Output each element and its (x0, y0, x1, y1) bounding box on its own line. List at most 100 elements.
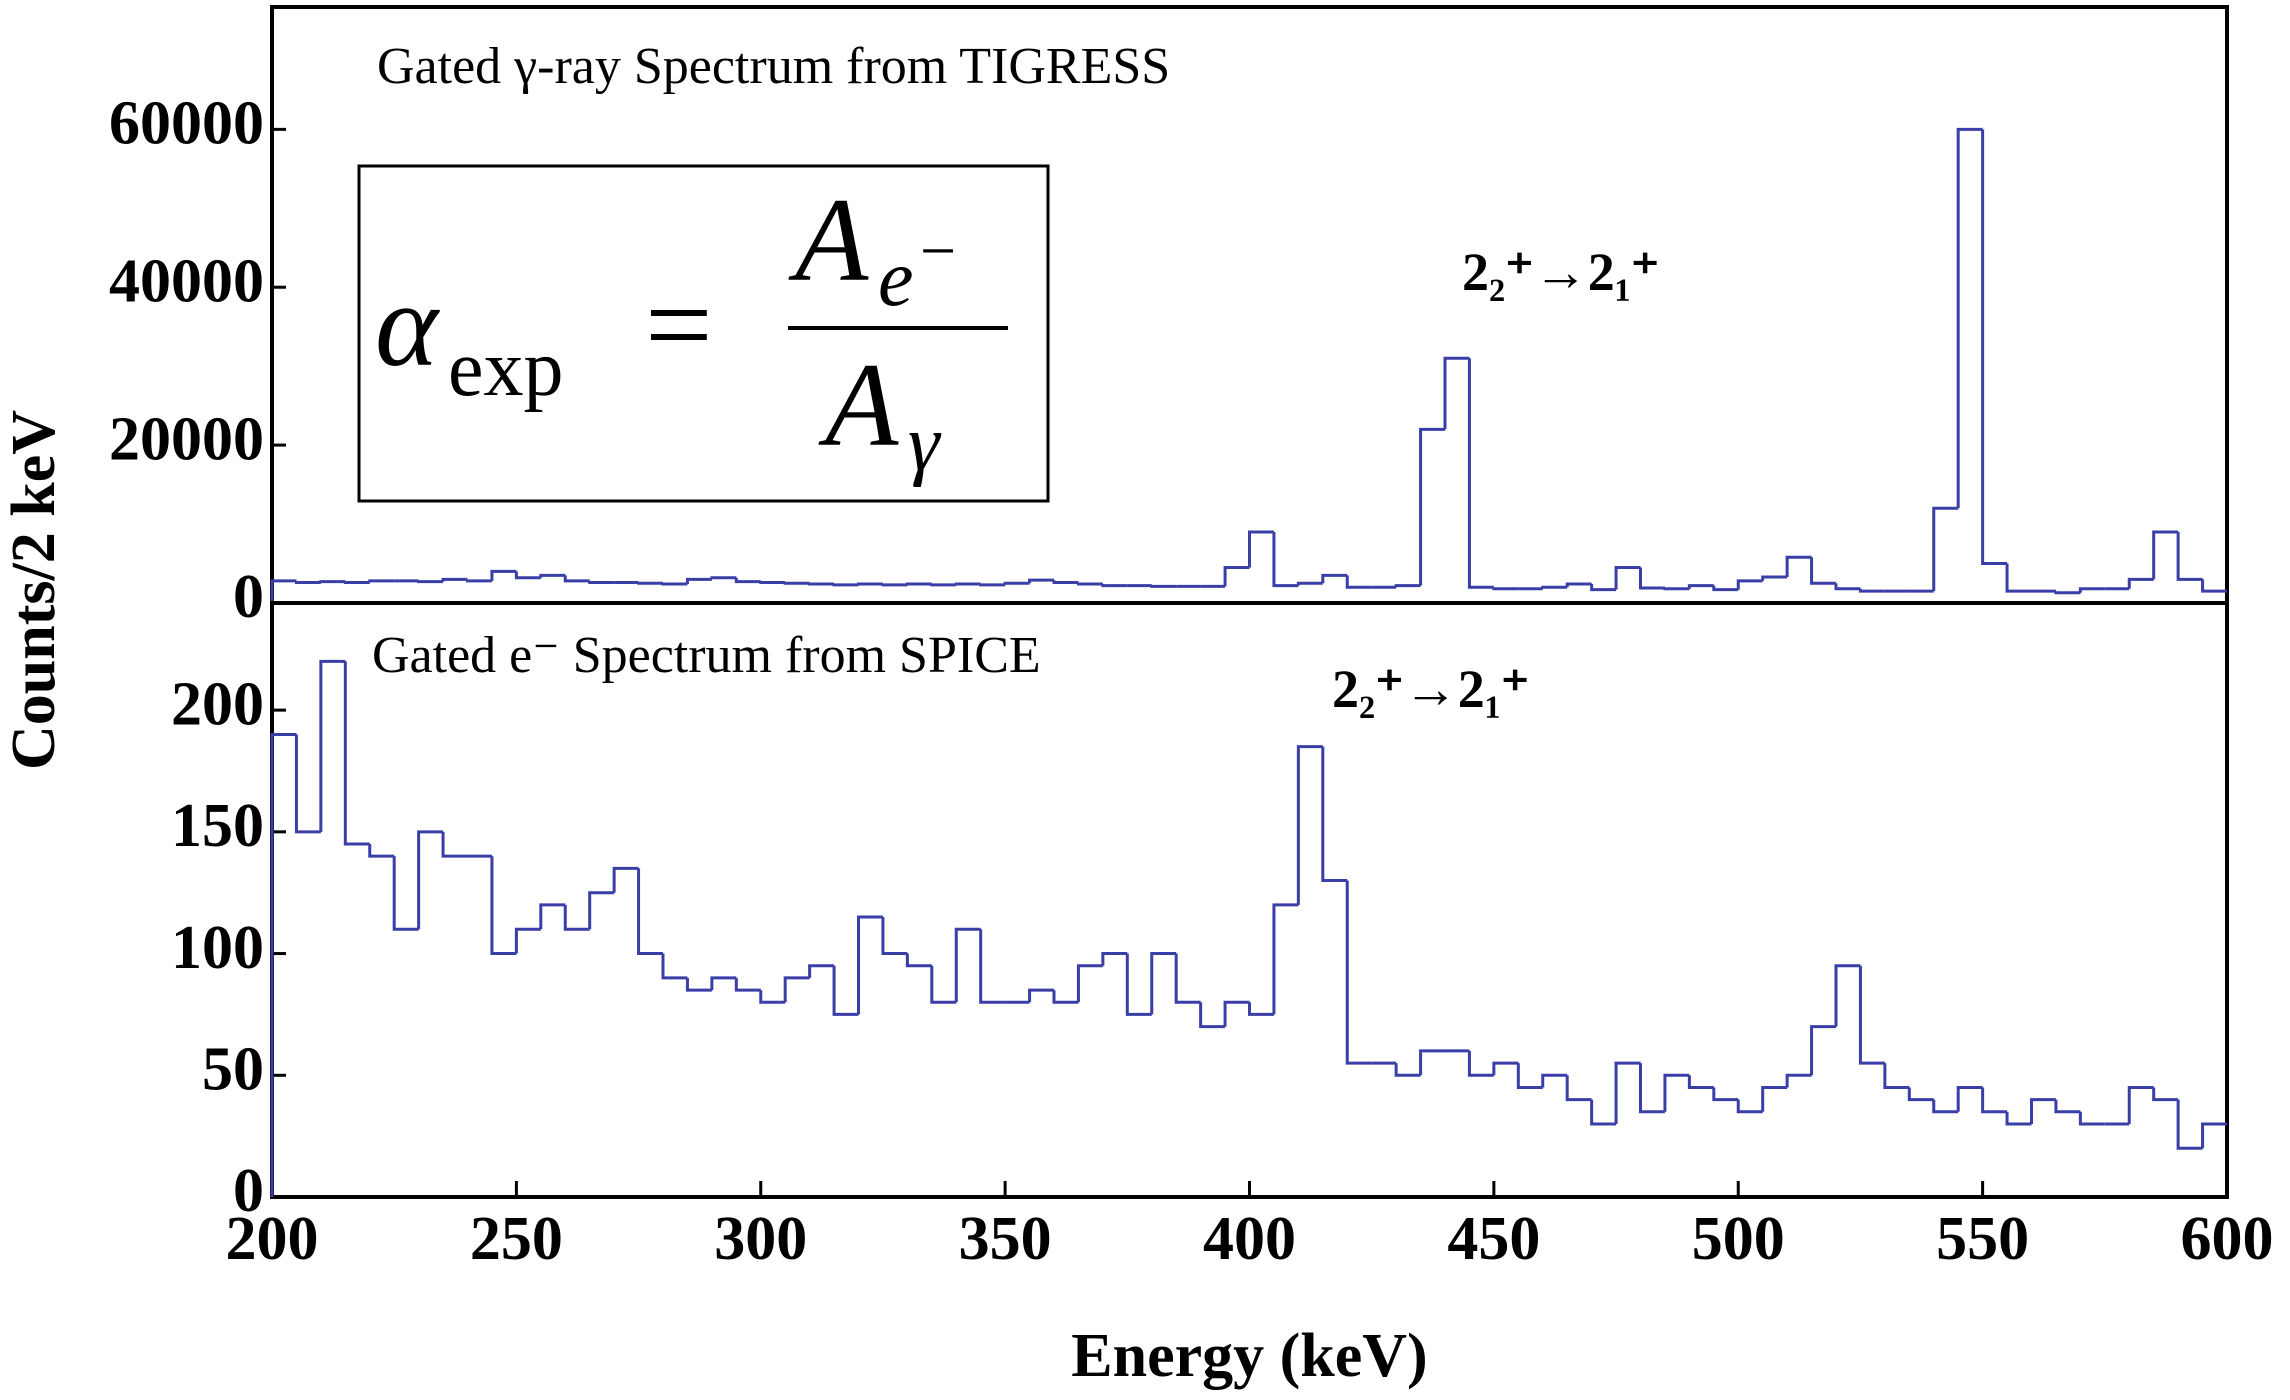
formula-numerator: A (788, 173, 869, 306)
histogram-step (685, 977, 712, 992)
histogram-step (1052, 990, 1079, 1004)
histogram-step (417, 580, 444, 584)
histogram-step (1321, 573, 1348, 584)
histogram-step (1687, 1075, 1714, 1089)
histogram-step (343, 661, 370, 846)
histogram-step (270, 732, 297, 1197)
histogram-step (832, 965, 859, 1016)
y-tick-label: 50 (202, 1036, 264, 1104)
y-tick-label: 20000 (109, 405, 264, 473)
histogram-step (1883, 1063, 1910, 1089)
x-tick-label: 500 (1692, 1205, 1785, 1273)
histogram-step (1296, 581, 1323, 586)
histogram-step (1125, 953, 1152, 1016)
histogram-step (1345, 880, 1372, 1065)
histogram-step (637, 868, 663, 956)
histogram-step (1541, 585, 1568, 589)
histogram-step (1712, 585, 1739, 592)
histogram-step (1639, 567, 1665, 590)
y-tick-label: 0 (233, 1157, 264, 1225)
x-tick-label: 400 (1203, 1205, 1296, 1273)
histogram-step (734, 977, 761, 992)
histogram-step (1663, 1073, 1690, 1112)
histogram-step (637, 581, 663, 585)
histogram-step (2078, 1111, 2105, 1126)
histogram-step (1467, 358, 1494, 589)
panel-title: Gated e⁻ Spectrum from SPICE (372, 627, 1041, 684)
histogram-step (2054, 591, 2081, 595)
histogram-step (2152, 530, 2179, 580)
histogram-step (661, 582, 688, 586)
histogram-step (1394, 584, 1421, 588)
histogram-step (1248, 530, 1274, 568)
histogram-step (1736, 1099, 1763, 1114)
histogram-step (490, 569, 517, 581)
histogram-step (1272, 531, 1299, 588)
histogram-step (1663, 587, 1690, 591)
x-tick-label: 300 (714, 1205, 807, 1273)
histogram-step (1614, 565, 1641, 590)
histogram-step (905, 953, 932, 968)
histogram-step (808, 964, 835, 978)
histogram-step (808, 582, 835, 586)
histogram-step (1028, 578, 1054, 584)
histogram-step (2078, 587, 2105, 593)
histogram-step (1541, 1073, 1568, 1088)
histogram-step (1785, 555, 1812, 577)
histogram-step (954, 582, 981, 586)
histogram-step (1076, 582, 1103, 586)
formula: α exp = A e − A γ (375, 173, 1008, 488)
histogram-step (1272, 903, 1299, 1015)
histogram-step (930, 965, 957, 1004)
histogram-step (1076, 964, 1103, 1003)
histogram-step (857, 915, 883, 1015)
histogram-step (1565, 1075, 1592, 1102)
histogram-step (2201, 1122, 2227, 1149)
histogram-step (1248, 1002, 1274, 1016)
histogram-step (539, 903, 566, 930)
histogram-step (930, 583, 957, 587)
histogram-step (2152, 1087, 2179, 1102)
histogram-step (954, 927, 981, 1003)
histogram-step (441, 577, 468, 582)
histogram-step (294, 734, 321, 834)
formula-numerator-sub: e (878, 235, 914, 323)
histogram-step (710, 976, 737, 991)
y-tick-label: 40000 (109, 247, 264, 315)
histogram-step (1932, 1099, 1959, 1114)
histogram-step (441, 831, 468, 858)
y-tick-label: 60000 (109, 90, 264, 158)
histogram-step (563, 575, 590, 583)
histogram-step (832, 583, 859, 587)
histogram-step (1932, 506, 1959, 592)
histogram-step (1834, 583, 1861, 591)
histogram-step (1296, 745, 1323, 905)
histogram-step (1614, 1061, 1641, 1124)
histogram-step (2201, 579, 2227, 593)
histogram-step (1150, 584, 1177, 588)
histogram-step (1956, 127, 1983, 509)
formula-denominator: A (818, 338, 899, 471)
histogram-step (368, 844, 395, 858)
histogram-step (1712, 1087, 1739, 1102)
histogram-step (392, 856, 419, 931)
histogram-step (1223, 565, 1250, 587)
x-tick-label: 200 (226, 1205, 319, 1273)
x-tick-label: 350 (959, 1205, 1052, 1273)
histogram-step (1101, 952, 1128, 966)
histogram-step (1761, 1085, 1788, 1112)
histogram-step (1981, 129, 2008, 566)
histogram-step (979, 583, 1006, 587)
histogram-step (294, 580, 321, 584)
formula-numerator-sup: − (920, 215, 956, 286)
y-tick-label: 0 (233, 563, 264, 631)
histogram-step (1492, 587, 1519, 591)
histogram-step (905, 582, 932, 586)
histogram-step (514, 571, 541, 580)
histogram-step (1639, 1063, 1665, 1114)
y-axis-label: Counts/2 keV (0, 410, 68, 770)
formula-alpha-sub: exp (448, 325, 564, 413)
histogram-step (1565, 582, 1592, 588)
histogram-step (1492, 1061, 1519, 1076)
histogram-step (783, 581, 810, 585)
